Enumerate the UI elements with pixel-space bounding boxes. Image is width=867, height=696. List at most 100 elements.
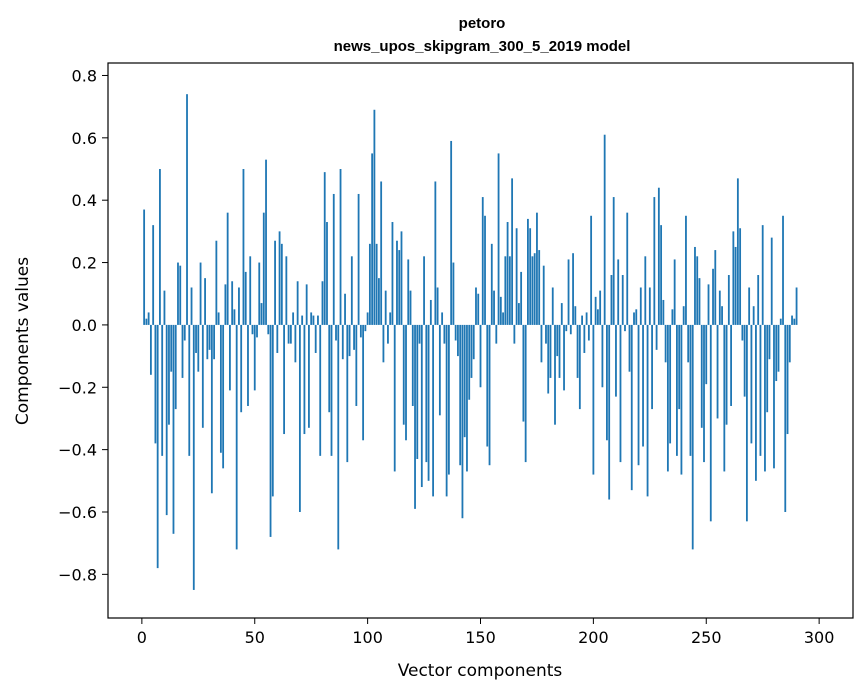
bar	[524, 324, 527, 463]
bar	[459, 324, 462, 466]
bar	[292, 312, 295, 325]
bar	[714, 250, 717, 325]
bar	[766, 324, 769, 413]
x-tick-label: 100	[352, 628, 383, 647]
y-tick-label: 0.2	[72, 254, 97, 273]
bar	[517, 303, 520, 325]
bar	[673, 259, 676, 325]
bar	[251, 324, 254, 335]
bar	[662, 299, 665, 325]
bar	[152, 225, 155, 325]
bar	[231, 281, 234, 325]
bar	[682, 306, 685, 325]
bar	[531, 256, 534, 325]
bar	[434, 181, 437, 325]
y-tick-label: −0.2	[58, 378, 97, 397]
bar	[235, 324, 238, 550]
bar	[689, 324, 692, 456]
bar	[206, 324, 209, 360]
bar	[452, 262, 455, 325]
bar	[418, 324, 421, 344]
bar	[420, 324, 423, 488]
bar	[621, 275, 624, 325]
bar	[305, 284, 308, 325]
bar	[615, 324, 617, 397]
bar	[705, 324, 708, 385]
bar	[359, 324, 362, 338]
bar	[416, 324, 419, 459]
bar	[323, 172, 326, 325]
bar	[423, 256, 425, 325]
bar	[601, 324, 604, 388]
bar	[554, 324, 556, 425]
bar	[538, 250, 541, 325]
bar	[240, 324, 243, 413]
bar	[752, 306, 755, 325]
x-tick-label: 0	[137, 628, 147, 647]
bar	[362, 324, 365, 441]
bar	[472, 324, 475, 360]
bar	[757, 275, 760, 325]
bar	[269, 324, 272, 537]
bar	[533, 253, 536, 325]
bar	[721, 306, 723, 325]
bar	[750, 324, 753, 444]
bar	[159, 169, 161, 325]
bar	[341, 324, 344, 360]
bar	[581, 315, 583, 325]
bar	[596, 309, 599, 325]
bar	[644, 256, 647, 325]
y-tick-label: −0.4	[58, 441, 97, 460]
bar	[502, 312, 504, 325]
bar	[366, 312, 369, 325]
bar	[271, 324, 274, 497]
bar	[671, 309, 674, 325]
bar	[447, 324, 450, 475]
bar	[181, 324, 184, 378]
bar	[653, 197, 656, 325]
y-tick-label: −0.8	[58, 565, 97, 584]
y-tick-label: −0.6	[58, 503, 97, 522]
bar	[337, 324, 340, 550]
bar	[761, 225, 764, 325]
bar	[655, 324, 658, 350]
bar	[637, 324, 640, 466]
bar	[723, 324, 726, 472]
bar	[488, 324, 491, 466]
bar	[513, 324, 516, 344]
bar	[475, 287, 477, 325]
bar	[429, 299, 432, 325]
bar	[280, 243, 283, 325]
bar	[247, 324, 249, 406]
bar	[387, 324, 389, 344]
bar	[183, 324, 186, 341]
bar	[520, 271, 523, 325]
bar	[730, 324, 732, 406]
bar	[755, 324, 757, 481]
bar	[764, 324, 766, 472]
bar	[197, 324, 200, 372]
bar	[371, 153, 374, 325]
bar	[384, 290, 387, 325]
bar	[346, 324, 349, 463]
bar	[425, 324, 428, 463]
bar	[402, 324, 405, 425]
bar	[696, 256, 699, 325]
bar	[201, 324, 204, 428]
bar	[339, 169, 342, 325]
bar	[357, 193, 360, 325]
x-axis-label: Vector components	[398, 661, 563, 681]
bar	[630, 324, 633, 491]
bar	[350, 256, 353, 325]
bar	[204, 278, 206, 325]
bar	[303, 324, 306, 435]
bar	[468, 324, 471, 400]
bar	[527, 218, 529, 325]
bar	[229, 324, 231, 391]
bar	[348, 324, 351, 357]
bar	[308, 324, 310, 428]
bar	[195, 324, 197, 353]
bar	[213, 324, 216, 360]
bar	[676, 324, 678, 456]
bar	[633, 312, 635, 325]
